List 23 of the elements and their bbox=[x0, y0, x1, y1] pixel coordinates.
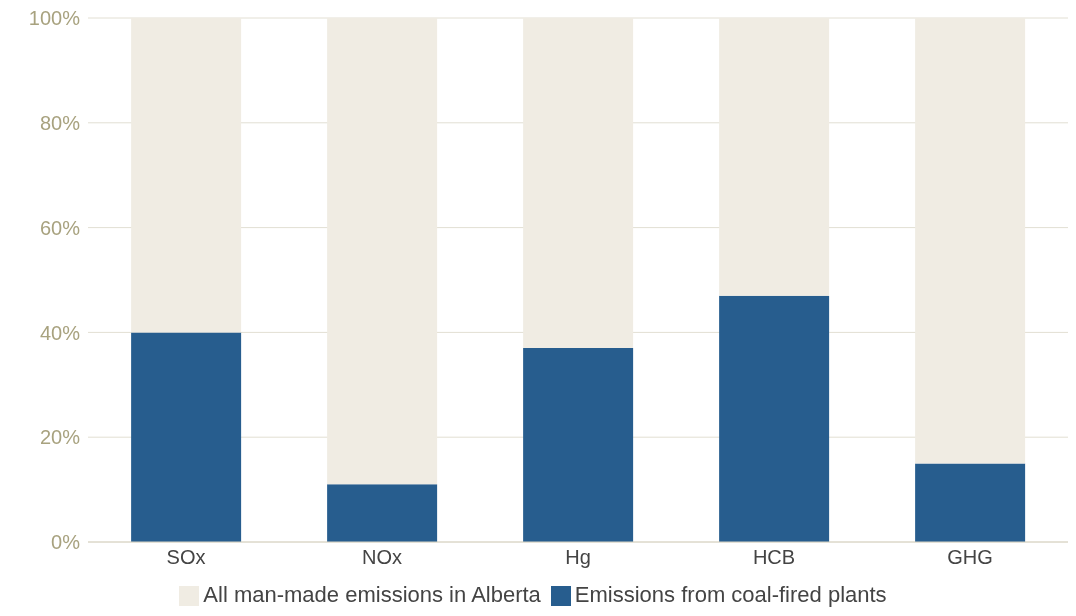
y-tick-label: 100% bbox=[28, 7, 81, 30]
x-tick-label: Hg bbox=[565, 546, 591, 569]
bar bbox=[131, 332, 242, 542]
bar bbox=[327, 484, 438, 542]
bar bbox=[523, 348, 634, 542]
y-tick-label: 20% bbox=[39, 426, 81, 449]
bar bbox=[719, 295, 830, 542]
x-tick-label: SOx bbox=[166, 546, 206, 569]
y-tick-label: 0% bbox=[51, 531, 81, 554]
bar bbox=[523, 18, 634, 349]
bar bbox=[915, 18, 1026, 464]
legend-label: Emissions from coal-fired plants bbox=[574, 582, 887, 607]
legend-label: All man-made emissions in Alberta bbox=[203, 582, 541, 607]
bar bbox=[327, 18, 438, 485]
bar bbox=[915, 463, 1026, 542]
x-tick-label: HCB bbox=[752, 546, 796, 569]
y-tick-label: 40% bbox=[39, 321, 81, 344]
y-tick-label: 80% bbox=[39, 111, 81, 134]
x-tick-label: NOx bbox=[362, 546, 402, 569]
bar bbox=[719, 18, 830, 296]
y-tick-label: 60% bbox=[39, 216, 81, 239]
x-tick-label: GHG bbox=[947, 546, 993, 569]
bar bbox=[131, 18, 242, 333]
